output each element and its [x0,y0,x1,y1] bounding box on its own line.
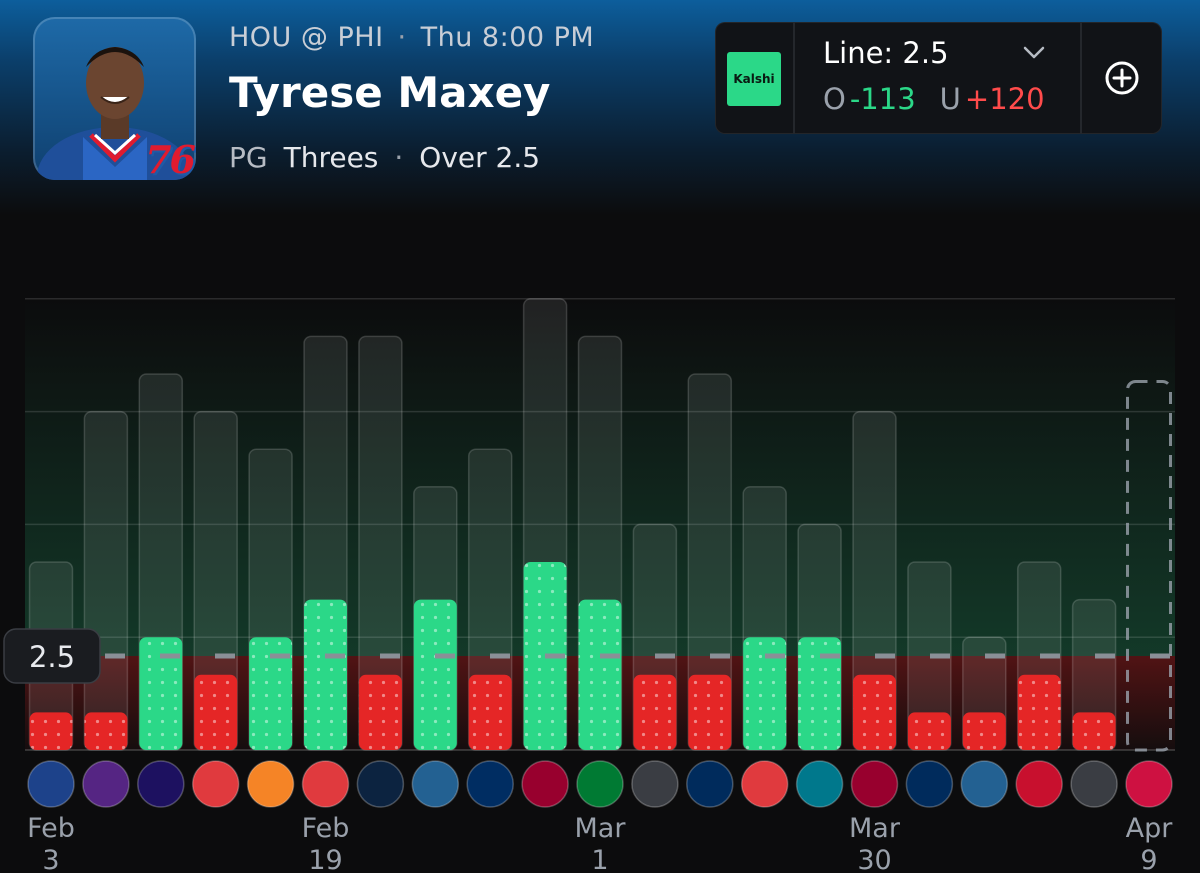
attempts-bar[interactable] [83,410,129,751]
bar-texture [29,712,73,750]
pick-text: Over 2.5 [419,141,541,174]
line-card: Kalshi Line: 2.5 O -113 U +120 [715,22,1162,134]
team-logo-icon [137,760,185,808]
upcoming-game-bar[interactable] [1126,380,1172,752]
chevron-down-icon[interactable] [1023,46,1045,60]
bar-texture [962,712,1006,750]
team-logo-icon [466,760,514,808]
bar-texture [304,599,347,750]
bar-texture [1072,712,1116,750]
stat-type: Threes [283,141,379,174]
bar-texture [853,674,896,750]
bar-texture [1017,674,1061,750]
bar-texture [194,674,238,750]
team-logo-icon [960,760,1009,808]
odds-row: O -113 U +120 [823,82,1045,116]
x-axis-month: Mar [849,813,901,844]
bar-texture [578,599,622,750]
team-logo-icon [1125,760,1173,808]
x-axis-day: 19 [308,845,342,873]
bar-texture [688,674,732,750]
team-logo-icon [795,760,844,808]
over-label: O [823,82,846,116]
team-logo-icon [82,760,130,808]
bar-texture [633,674,677,750]
bar-texture [249,637,293,750]
x-axis-day: 30 [857,845,891,873]
bar-texture [743,637,787,750]
team-logo-icon [1070,760,1118,808]
add-pick-button[interactable] [1080,22,1162,134]
team-logo-icon [191,760,240,808]
under-label: U [939,82,961,116]
plus-circle-icon[interactable] [1104,60,1140,96]
player-position: PG [229,141,268,174]
line-value-text: 2.5 [29,640,75,674]
separator-dot: · [394,141,404,174]
team-logo-icon [686,760,734,808]
x-axis-month: Feb [27,813,75,844]
x-axis-day: 3 [42,845,59,873]
team-logo-icon [850,760,899,808]
team-logo-icon [1015,760,1063,808]
x-axis-day: 1 [591,845,608,873]
x-axis-month: Apr [1126,813,1174,844]
over-odds[interactable]: -113 [849,82,916,116]
bar-texture [413,599,457,750]
player-avatar: 76 [33,17,196,180]
x-axis-day: 9 [1140,845,1157,873]
under-odds[interactable]: +120 [964,82,1045,116]
line-value-badge: 2.5 [3,628,101,684]
provider-box[interactable]: Kalshi [715,22,795,134]
game-info: HOU @ PHI · Thu 8:00 PM [229,22,594,53]
bar-texture [907,712,951,750]
bar-texture [84,712,128,750]
team-logo-icon [411,760,460,808]
x-axis-month: Feb [302,813,350,844]
over-zone [25,298,1175,656]
team-logo: 76 [145,137,196,180]
bar-texture [468,674,512,750]
team-logo-icon [246,760,295,808]
bar-texture [798,637,842,750]
kalshi-logo: Kalshi [727,52,781,106]
bar-texture [358,674,402,750]
bar-texture [139,637,183,750]
team-logo-icon [356,760,405,808]
game-time: Thu 8:00 PM [420,22,595,53]
matchup-text: HOU @ PHI [229,22,384,53]
team-logo-icon [740,760,789,808]
prop-subline: PG Threes · Over 2.5 [229,141,540,174]
x-axis-month: Mar [575,813,627,844]
separator-dot: · [397,22,407,53]
team-logo-icon [521,760,569,808]
team-logo-icon [631,760,679,808]
player-headshot-icon [37,47,193,180]
player-name: Tyrese Maxey [229,68,551,117]
team-logo-icon [27,760,75,808]
team-logo-icon [576,760,624,808]
team-logo-icon [905,760,954,808]
team-logo-icon [301,760,350,808]
line-label[interactable]: Line: 2.5 [823,36,949,70]
